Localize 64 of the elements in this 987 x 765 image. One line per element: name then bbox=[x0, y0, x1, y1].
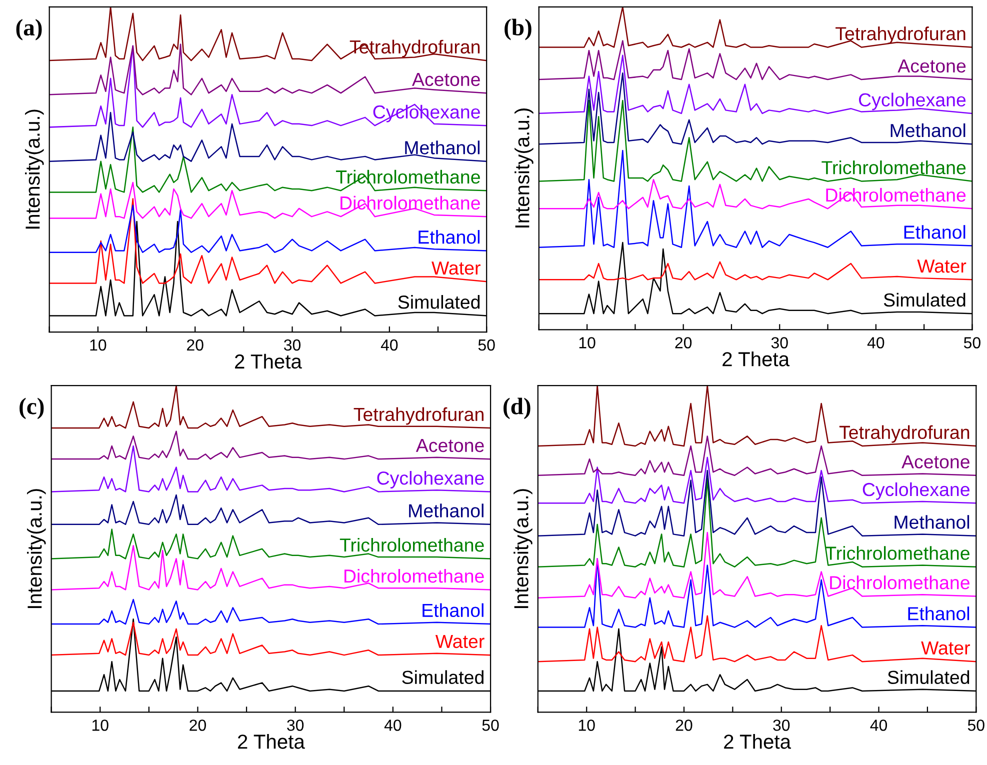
x-axis-title: 2 Theta bbox=[235, 354, 302, 369]
x-tick-label: 20 bbox=[190, 720, 206, 731]
series-label: Acetone bbox=[416, 439, 484, 452]
series-label: Cyclohexane bbox=[377, 470, 484, 488]
series-label: Acetone bbox=[902, 455, 970, 468]
x-tick-label: 50 bbox=[478, 339, 495, 351]
x-tick-label: 50 bbox=[964, 337, 980, 348]
series-label: Methanol bbox=[409, 504, 484, 518]
x-tick-label: 20 bbox=[676, 720, 692, 731]
series-label: Cyclohexane bbox=[858, 92, 966, 110]
x-tick-label: 30 bbox=[284, 339, 301, 351]
series-label: Simulated bbox=[398, 295, 480, 309]
x-tick-label: 20 bbox=[675, 337, 692, 348]
x-tick-label: 50 bbox=[968, 720, 984, 731]
series-label: Acetone bbox=[412, 73, 480, 86]
x-tick-label: 40 bbox=[867, 337, 884, 348]
series-label: Simulated bbox=[884, 292, 966, 307]
series-label: Dichrolomethane bbox=[344, 568, 484, 583]
y-axis-title: Intensity(a.u.) bbox=[26, 489, 46, 608]
series-label: Dichrolomethane bbox=[340, 196, 480, 210]
x-tick-label: 10 bbox=[90, 339, 106, 351]
x-axis-title: 2 Theta bbox=[238, 734, 305, 749]
x-axis-title: 2 Theta bbox=[724, 734, 791, 749]
x-tick-label: 10 bbox=[579, 337, 596, 348]
x-tick-label: 40 bbox=[380, 339, 398, 351]
series-label: Simulated bbox=[888, 670, 970, 684]
chart-title: (c) bbox=[20, 398, 44, 420]
series-label: Methanol bbox=[894, 515, 970, 529]
series-label: Methanol bbox=[405, 140, 480, 154]
series-label: Trichrolomethane bbox=[822, 160, 966, 174]
series-label: Tetrahydrofuran bbox=[354, 407, 484, 425]
y-axis-title: Intensity(a.u.) bbox=[514, 108, 534, 228]
series-label: Dichrolomethane bbox=[830, 576, 970, 590]
x-tick-label: 30 bbox=[773, 720, 790, 731]
x-tick-label: 40 bbox=[870, 720, 888, 731]
x-tick-label: 30 bbox=[771, 337, 788, 348]
series-label: Cyclohexane bbox=[862, 482, 970, 500]
x-tick-label: 10 bbox=[578, 720, 595, 731]
x-tick-label: 20 bbox=[187, 339, 204, 351]
series-label: Trichrolomethane bbox=[340, 538, 484, 552]
series-label: Ethanol bbox=[422, 603, 484, 618]
series-label: Ethanol bbox=[904, 225, 966, 239]
series-label: Water bbox=[917, 260, 966, 273]
series-label: Simulated bbox=[402, 670, 484, 684]
series-label: Water bbox=[921, 642, 970, 655]
y-axis-title: Intensity(a.u.) bbox=[514, 489, 532, 608]
x-tick-label: 30 bbox=[287, 720, 304, 731]
chart-title: (b) bbox=[504, 18, 532, 40]
series-label: Ethanol bbox=[418, 230, 480, 244]
series-label: Acetone bbox=[898, 60, 966, 73]
series-label: Methanol bbox=[890, 123, 966, 138]
series-label: Trichrolomethane bbox=[336, 170, 480, 184]
x-tick-label: 10 bbox=[92, 720, 108, 731]
series-label: Tetrahydrofuran bbox=[836, 26, 966, 44]
series-label: Water bbox=[435, 634, 484, 648]
chart-title: (d) bbox=[504, 398, 530, 420]
series-label: Water bbox=[432, 262, 480, 275]
series-label: Tetrahydrofuran bbox=[839, 425, 970, 443]
series-label: Ethanol bbox=[908, 606, 970, 620]
x-tick-label: 50 bbox=[482, 720, 499, 731]
x-axis-title: 2 Theta bbox=[722, 352, 790, 366]
x-tick-label: 40 bbox=[384, 720, 402, 731]
chart-title: (a) bbox=[16, 18, 42, 40]
y-axis-title: Intensity(a.u.) bbox=[25, 110, 44, 229]
